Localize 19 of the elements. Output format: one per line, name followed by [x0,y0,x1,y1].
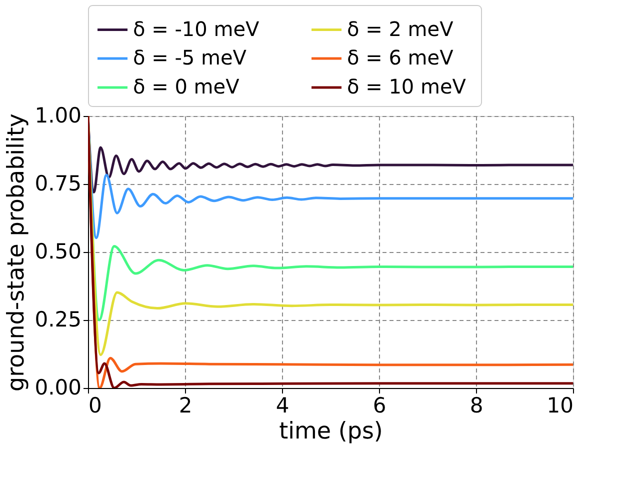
x-tick-label: 8 [470,394,484,418]
x-tick-label: 4 [276,394,290,418]
y-tick-label: 0.00 [34,376,82,400]
x-axis-title: time (ps) [279,418,383,444]
x-tick-label: 2 [178,394,192,418]
y-tick-label: 0.25 [34,308,82,332]
y-tick-label: 1.00 [34,104,82,128]
x-tick-label: 10 [546,394,574,418]
legend-label: δ = 0 meV [133,74,240,98]
legend-label: δ = -10 meV [133,16,260,41]
y-tick-label: 0.75 [34,172,82,196]
legend-label: δ = 2 meV [347,16,454,41]
x-tick-label: 0 [88,394,102,418]
y-tick-label: 0.50 [34,240,82,264]
x-tick-label: 6 [372,394,386,418]
legend-label: δ = 6 meV [347,46,454,70]
y-axis-title: ground-state probability [4,114,30,392]
legend-label: δ = 10 meV [347,74,466,98]
legend-label: δ = -5 meV [133,46,247,70]
